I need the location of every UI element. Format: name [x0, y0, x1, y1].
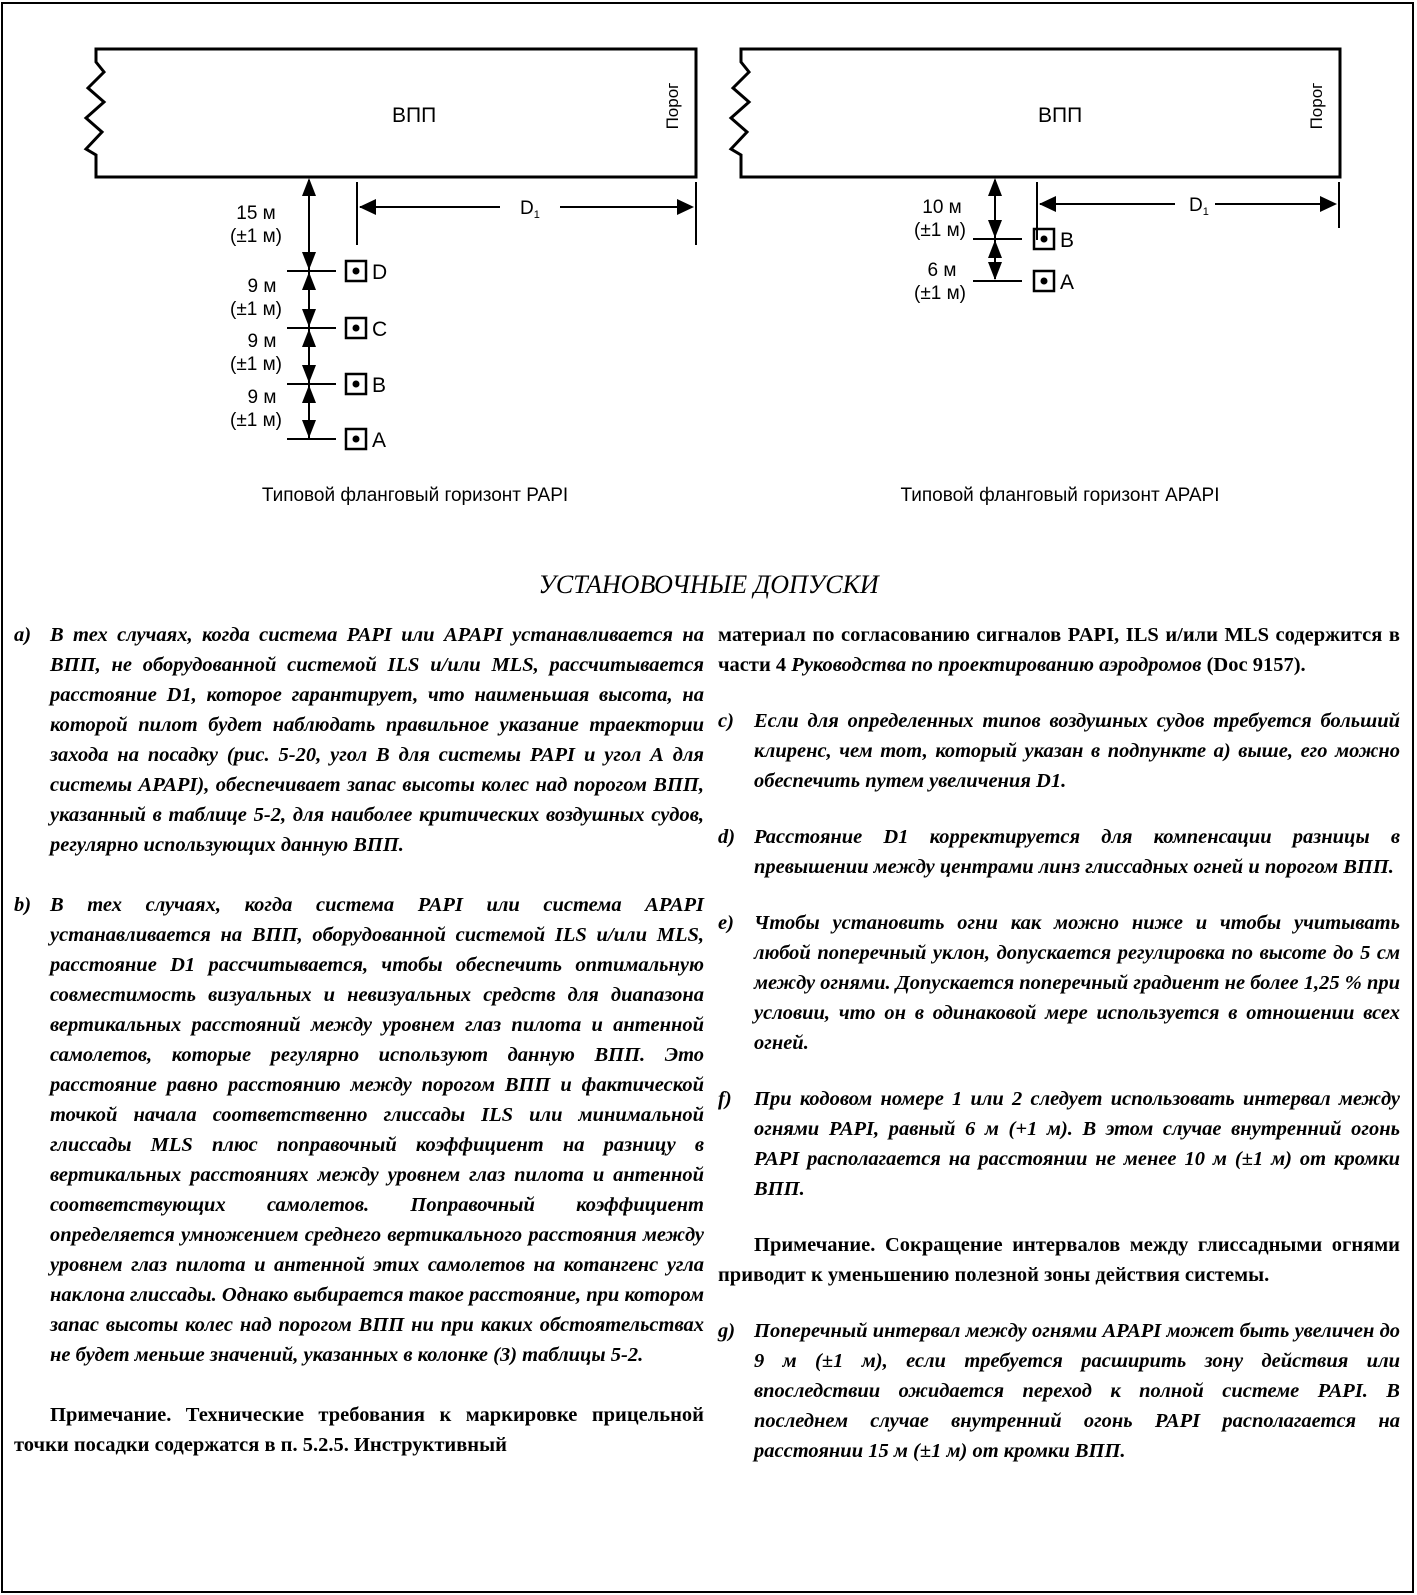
item-g-text: Поперечный интервал между огнями APAPI м… — [754, 1316, 1400, 1466]
item-b-label: b) — [14, 890, 50, 1370]
item-d: d) Расстояние D1 корректируется для комп… — [718, 822, 1400, 882]
apapi-light-a-label: A — [1060, 271, 1074, 294]
continued-text-doc: (Doc 9157). — [1207, 654, 1306, 676]
papi-diagram: ВПП Порог D1 15 м (±1 м) 9 м (±1 м) 9 м — [86, 49, 696, 506]
papi-light-a-icon — [346, 429, 366, 449]
papi-light-b-icon — [346, 374, 366, 394]
item-e-text: Чтобы установить огни как можно ниже и ч… — [754, 908, 1400, 1058]
apapi-light-b-label: B — [1060, 229, 1074, 252]
papi-dim-2: 9 м — [248, 276, 277, 297]
item-a-label: a) — [14, 620, 50, 860]
papi-runway-label: ВПП — [392, 104, 436, 127]
apapi-light-a-icon — [1034, 271, 1054, 291]
apapi-runway — [731, 49, 1340, 177]
apapi-dim-2: 6 м — [928, 260, 957, 281]
item-b-text: В тех случаях, когда система PAPI или си… — [50, 890, 704, 1370]
item-c: c) Если для определенных типов воздушных… — [718, 706, 1400, 796]
papi-dim-4-tol: (±1 м) — [230, 410, 282, 431]
apapi-d1-label: D1 — [1189, 195, 1209, 218]
item-a-text: В тех случаях, когда система PAPI или AP… — [50, 620, 704, 860]
papi-caption: Типовой фланговый горизонт PAPI — [262, 485, 568, 506]
note-2: Примечание. Сокращение интервалов между … — [718, 1230, 1400, 1290]
item-e: e) Чтобы установить огни как можно ниже … — [718, 908, 1400, 1058]
papi-dim-1-tol: (±1 м) — [230, 226, 282, 247]
papi-d1-label: D1 — [520, 198, 540, 221]
item-b: b) В тех случаях, когда система PAPI или… — [14, 890, 704, 1370]
item-f: f) При кодовом номере 1 или 2 следует ис… — [718, 1084, 1400, 1204]
apapi-dim-1: 10 м — [922, 197, 961, 218]
papi-light-c-icon — [346, 318, 366, 338]
papi-dim-3-tol: (±1 м) — [230, 354, 282, 375]
continued-text: материал по согласованию сигналов PAPI, … — [718, 620, 1400, 680]
papi-light-c-label: C — [372, 318, 387, 341]
papi-light-d-label: D — [372, 261, 387, 284]
item-f-text: При кодовом номере 1 или 2 следует испол… — [754, 1084, 1400, 1204]
note-1: Примечание. Технические требования к мар… — [14, 1400, 704, 1460]
apapi-dim-1-tol: (±1 м) — [914, 220, 966, 241]
apapi-diagram: ВПП Порог D1 10 м (±1 м) 6 м (±1 м) B — [731, 49, 1340, 506]
item-a: a) В тех случаях, когда система PAPI или… — [14, 620, 704, 860]
section-heading: УСТАНОВОЧНЫЕ ДОПУСКИ — [0, 570, 1417, 600]
apapi-threshold-label: Порог — [1307, 83, 1326, 130]
item-c-text: Если для определенных типов воздушных су… — [754, 706, 1400, 796]
papi-dim-2-tol: (±1 м) — [230, 299, 282, 320]
item-g-label: g) — [718, 1316, 754, 1466]
papi-dim-1: 15 м — [236, 203, 275, 224]
papi-dim-4: 9 м — [248, 387, 277, 408]
item-e-label: e) — [718, 908, 754, 1058]
papi-runway — [86, 49, 696, 177]
item-d-text: Расстояние D1 корректируется для компенс… — [754, 822, 1400, 882]
item-c-label: c) — [718, 706, 754, 796]
item-f-label: f) — [718, 1084, 754, 1204]
papi-dim-3: 9 м — [248, 331, 277, 352]
papi-light-a-label: A — [372, 429, 386, 452]
papi-light-d-icon — [346, 261, 366, 281]
continued-text-italic: Руководства по проектированию аэродромов — [791, 654, 1201, 676]
item-g: g) Поперечный интервал между огнями APAP… — [718, 1316, 1400, 1466]
apapi-runway-label: ВПП — [1038, 104, 1082, 127]
siting-diagram: ВПП Порог D1 15 м (±1 м) 9 м (±1 м) 9 м — [0, 0, 1417, 540]
apapi-dim-2-tol: (±1 м) — [914, 283, 966, 304]
item-d-label: d) — [718, 822, 754, 882]
right-column: материал по согласованию сигналов PAPI, … — [718, 620, 1400, 1492]
papi-light-b-label: B — [372, 374, 386, 397]
papi-threshold-label: Порог — [663, 83, 682, 130]
apapi-caption: Типовой фланговый горизонт APAPI — [900, 485, 1219, 506]
left-column: a) В тех случаях, когда система PAPI или… — [14, 620, 704, 1486]
